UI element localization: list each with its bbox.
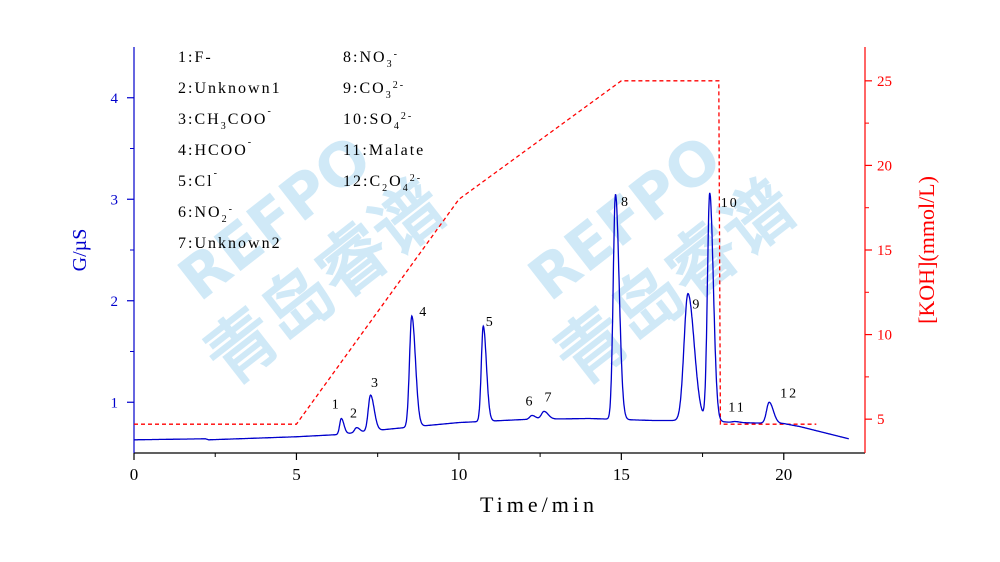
y-right-tick-label: 25 xyxy=(877,74,892,90)
peak-label: 6 xyxy=(525,394,534,409)
legend-entry: 5:Cl- xyxy=(178,168,219,190)
y-left-tick-label: 2 xyxy=(111,294,119,310)
y-left-tick-group: 1 2 3 4 xyxy=(111,91,134,411)
legend-entry: 2:Unknown1 xyxy=(178,80,282,97)
legend-entry: 4:HCOO- xyxy=(178,137,253,159)
conductivity-trace xyxy=(134,192,849,441)
legend-entry: 1:F- xyxy=(178,49,213,66)
y-left-tick-label: 3 xyxy=(111,192,119,208)
peak-label: 1 xyxy=(332,397,341,412)
peak-label: 10 xyxy=(721,196,739,211)
peak-label: 3 xyxy=(371,376,380,391)
x-tick-label: 15 xyxy=(613,465,630,484)
y-right-tick-label: 20 xyxy=(877,158,892,174)
legend-entry: 7:Unknown2 xyxy=(178,235,282,252)
y-right-tick-label: 15 xyxy=(877,243,892,259)
peak-label: 4 xyxy=(419,305,428,320)
x-tick-label: 0 xyxy=(130,465,139,484)
y-left-tick-label: 1 xyxy=(111,395,119,411)
peak-label: 2 xyxy=(350,407,359,422)
y-left-tick-label: 4 xyxy=(111,91,119,107)
legend-entry: 3:CH3COO- xyxy=(178,106,273,132)
peak-label: 11 xyxy=(728,401,745,416)
x-tick-group: 0 5 10 15 20 xyxy=(130,453,792,484)
y-axis-right-label: [KOH](mmol/L) xyxy=(914,176,939,324)
legend-entry: 9:CO32- xyxy=(343,80,405,101)
peak-label: 7 xyxy=(545,390,554,405)
peak-label: 8 xyxy=(621,195,630,210)
legend-entry: 6:NO2- xyxy=(178,204,234,225)
legend-entry: 8:NO3- xyxy=(343,49,399,70)
x-tick-label: 20 xyxy=(775,465,792,484)
legend-entry: 11:Malate xyxy=(343,142,425,159)
legend-entry: 12:C2O42- xyxy=(343,173,422,194)
x-tick-label: 10 xyxy=(450,465,467,484)
x-tick-label: 5 xyxy=(292,465,301,484)
legend: 1:F- 2:Unknown1 3:CH3COO- 4:HCOO- 5:Cl- 6:NO2… xyxy=(178,49,425,252)
x-axis-label: Time/min xyxy=(480,492,598,517)
y-right-tick-group: 5 10 15 20 25 xyxy=(865,74,892,428)
peak-label: 9 xyxy=(692,298,701,313)
legend-entry: 10:SO42- xyxy=(343,111,413,132)
y-right-tick-label: 10 xyxy=(877,328,892,344)
y-axis-left-label: G/µS xyxy=(69,229,91,272)
peak-label: 12 xyxy=(780,386,798,401)
peak-label: 5 xyxy=(486,315,495,330)
y-right-tick-label: 5 xyxy=(877,412,885,428)
koh-gradient-line xyxy=(134,80,817,425)
